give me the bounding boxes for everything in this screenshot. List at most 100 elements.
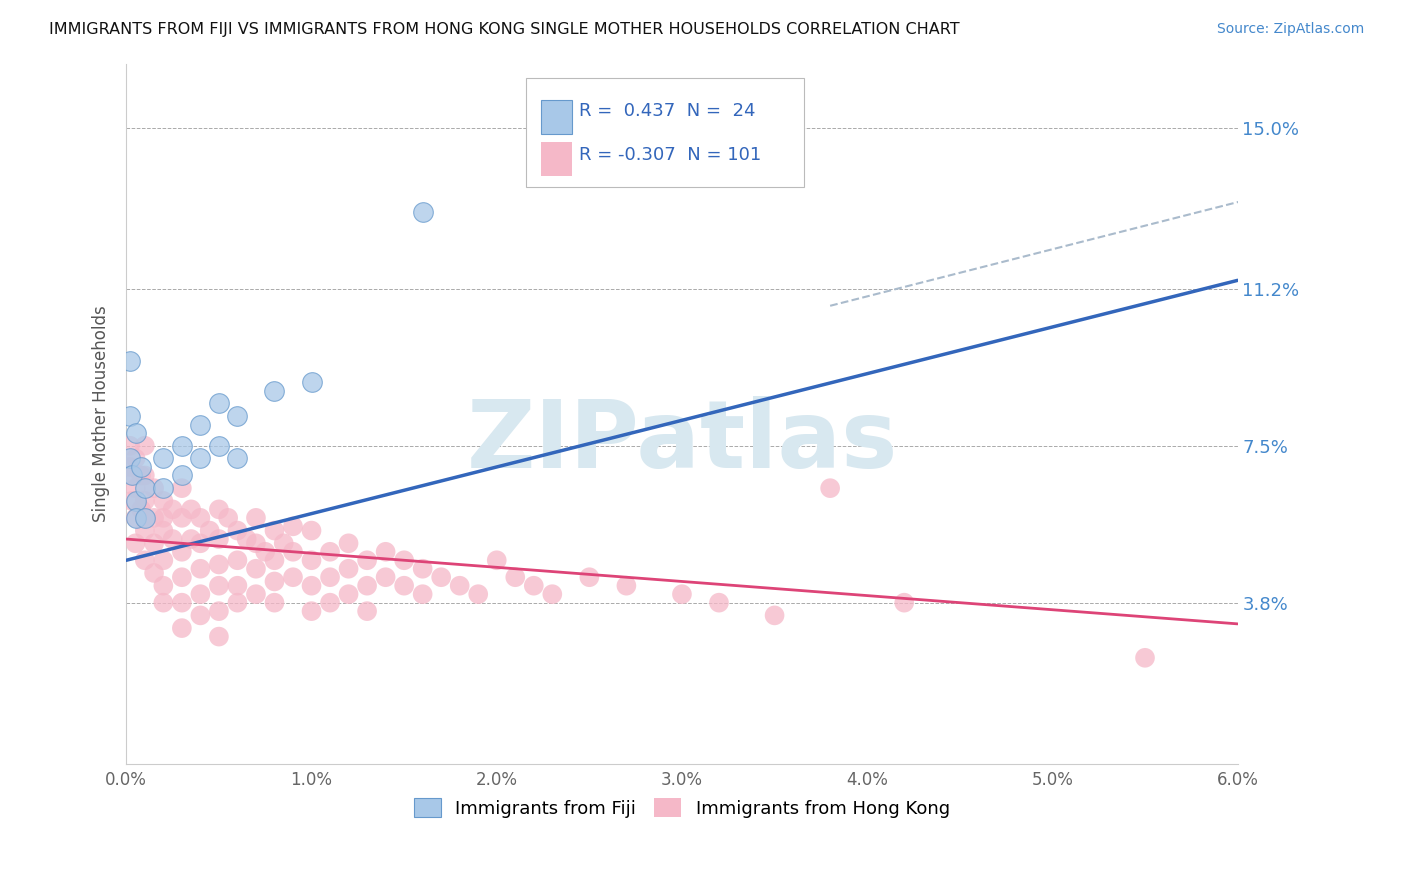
Point	[503, 570, 526, 584]
Point	[208, 502, 231, 516]
Point	[616, 579, 638, 593]
Point	[134, 553, 156, 567]
Point	[190, 417, 212, 432]
Point	[208, 439, 231, 453]
Point	[118, 409, 141, 423]
Point	[356, 553, 378, 567]
Point	[226, 451, 249, 466]
Point	[170, 545, 193, 559]
Point	[356, 579, 378, 593]
Point	[319, 545, 342, 559]
Point	[129, 468, 152, 483]
Point	[226, 579, 249, 593]
Point	[374, 570, 396, 584]
Point	[356, 604, 378, 618]
Point	[134, 494, 156, 508]
Point	[170, 439, 193, 453]
Point	[281, 545, 304, 559]
Point	[170, 621, 193, 635]
Point	[118, 439, 141, 453]
Point	[245, 587, 267, 601]
Point	[707, 596, 730, 610]
Point	[129, 502, 152, 516]
Point	[319, 596, 342, 610]
Point	[124, 511, 146, 525]
Point	[319, 570, 342, 584]
Point	[190, 511, 212, 525]
Point	[392, 579, 415, 593]
Point	[152, 524, 174, 538]
Point	[254, 545, 277, 559]
Point	[180, 532, 202, 546]
Point	[152, 579, 174, 593]
Point	[301, 375, 323, 389]
Y-axis label: Single Mother Households: Single Mother Households	[93, 306, 110, 523]
Point	[578, 129, 600, 144]
Point	[208, 396, 231, 410]
Point	[263, 574, 285, 589]
FancyBboxPatch shape	[526, 78, 804, 186]
Point	[208, 604, 231, 618]
FancyBboxPatch shape	[541, 143, 572, 176]
Point	[281, 570, 304, 584]
Point	[134, 524, 156, 538]
Point	[226, 596, 249, 610]
Point	[412, 562, 434, 576]
Point	[170, 570, 193, 584]
Point	[190, 536, 212, 550]
Point	[180, 502, 202, 516]
Point	[143, 536, 166, 550]
Point	[893, 596, 915, 610]
Point	[124, 425, 146, 440]
Point	[467, 587, 489, 601]
Point	[152, 596, 174, 610]
Point	[152, 511, 174, 525]
Point	[118, 459, 141, 474]
Point	[449, 579, 471, 593]
Point	[143, 566, 166, 580]
Point	[541, 587, 564, 601]
Point	[190, 562, 212, 576]
Legend: Immigrants from Fiji, Immigrants from Hong Kong: Immigrants from Fiji, Immigrants from Ho…	[406, 790, 957, 825]
Point	[301, 604, 323, 618]
Point	[143, 481, 166, 495]
Point	[337, 587, 360, 601]
Text: R = -0.307  N = 101: R = -0.307 N = 101	[579, 146, 761, 164]
Point	[134, 468, 156, 483]
Point	[129, 459, 152, 474]
Point	[170, 511, 193, 525]
Point	[198, 524, 221, 538]
Point	[818, 481, 841, 495]
Point	[217, 511, 239, 525]
Point	[245, 536, 267, 550]
Point	[121, 494, 143, 508]
Point	[134, 439, 156, 453]
Point	[170, 481, 193, 495]
Point	[263, 553, 285, 567]
Point	[162, 532, 184, 546]
Point	[301, 553, 323, 567]
Point	[190, 608, 212, 623]
Point	[152, 481, 174, 495]
Point	[263, 524, 285, 538]
Point	[485, 553, 508, 567]
Point	[523, 579, 546, 593]
Point	[121, 468, 143, 483]
Point	[152, 451, 174, 466]
Point	[118, 451, 141, 466]
Point	[263, 384, 285, 398]
Point	[412, 205, 434, 219]
Point	[190, 587, 212, 601]
Point	[263, 596, 285, 610]
Point	[190, 451, 212, 466]
Point	[143, 511, 166, 525]
Point	[170, 596, 193, 610]
Point	[152, 553, 174, 567]
Point	[134, 511, 156, 525]
Point	[273, 536, 295, 550]
Point	[245, 511, 267, 525]
Text: ZIPatlas: ZIPatlas	[467, 396, 897, 488]
Point	[124, 494, 146, 508]
Point	[208, 630, 231, 644]
Point	[226, 553, 249, 567]
